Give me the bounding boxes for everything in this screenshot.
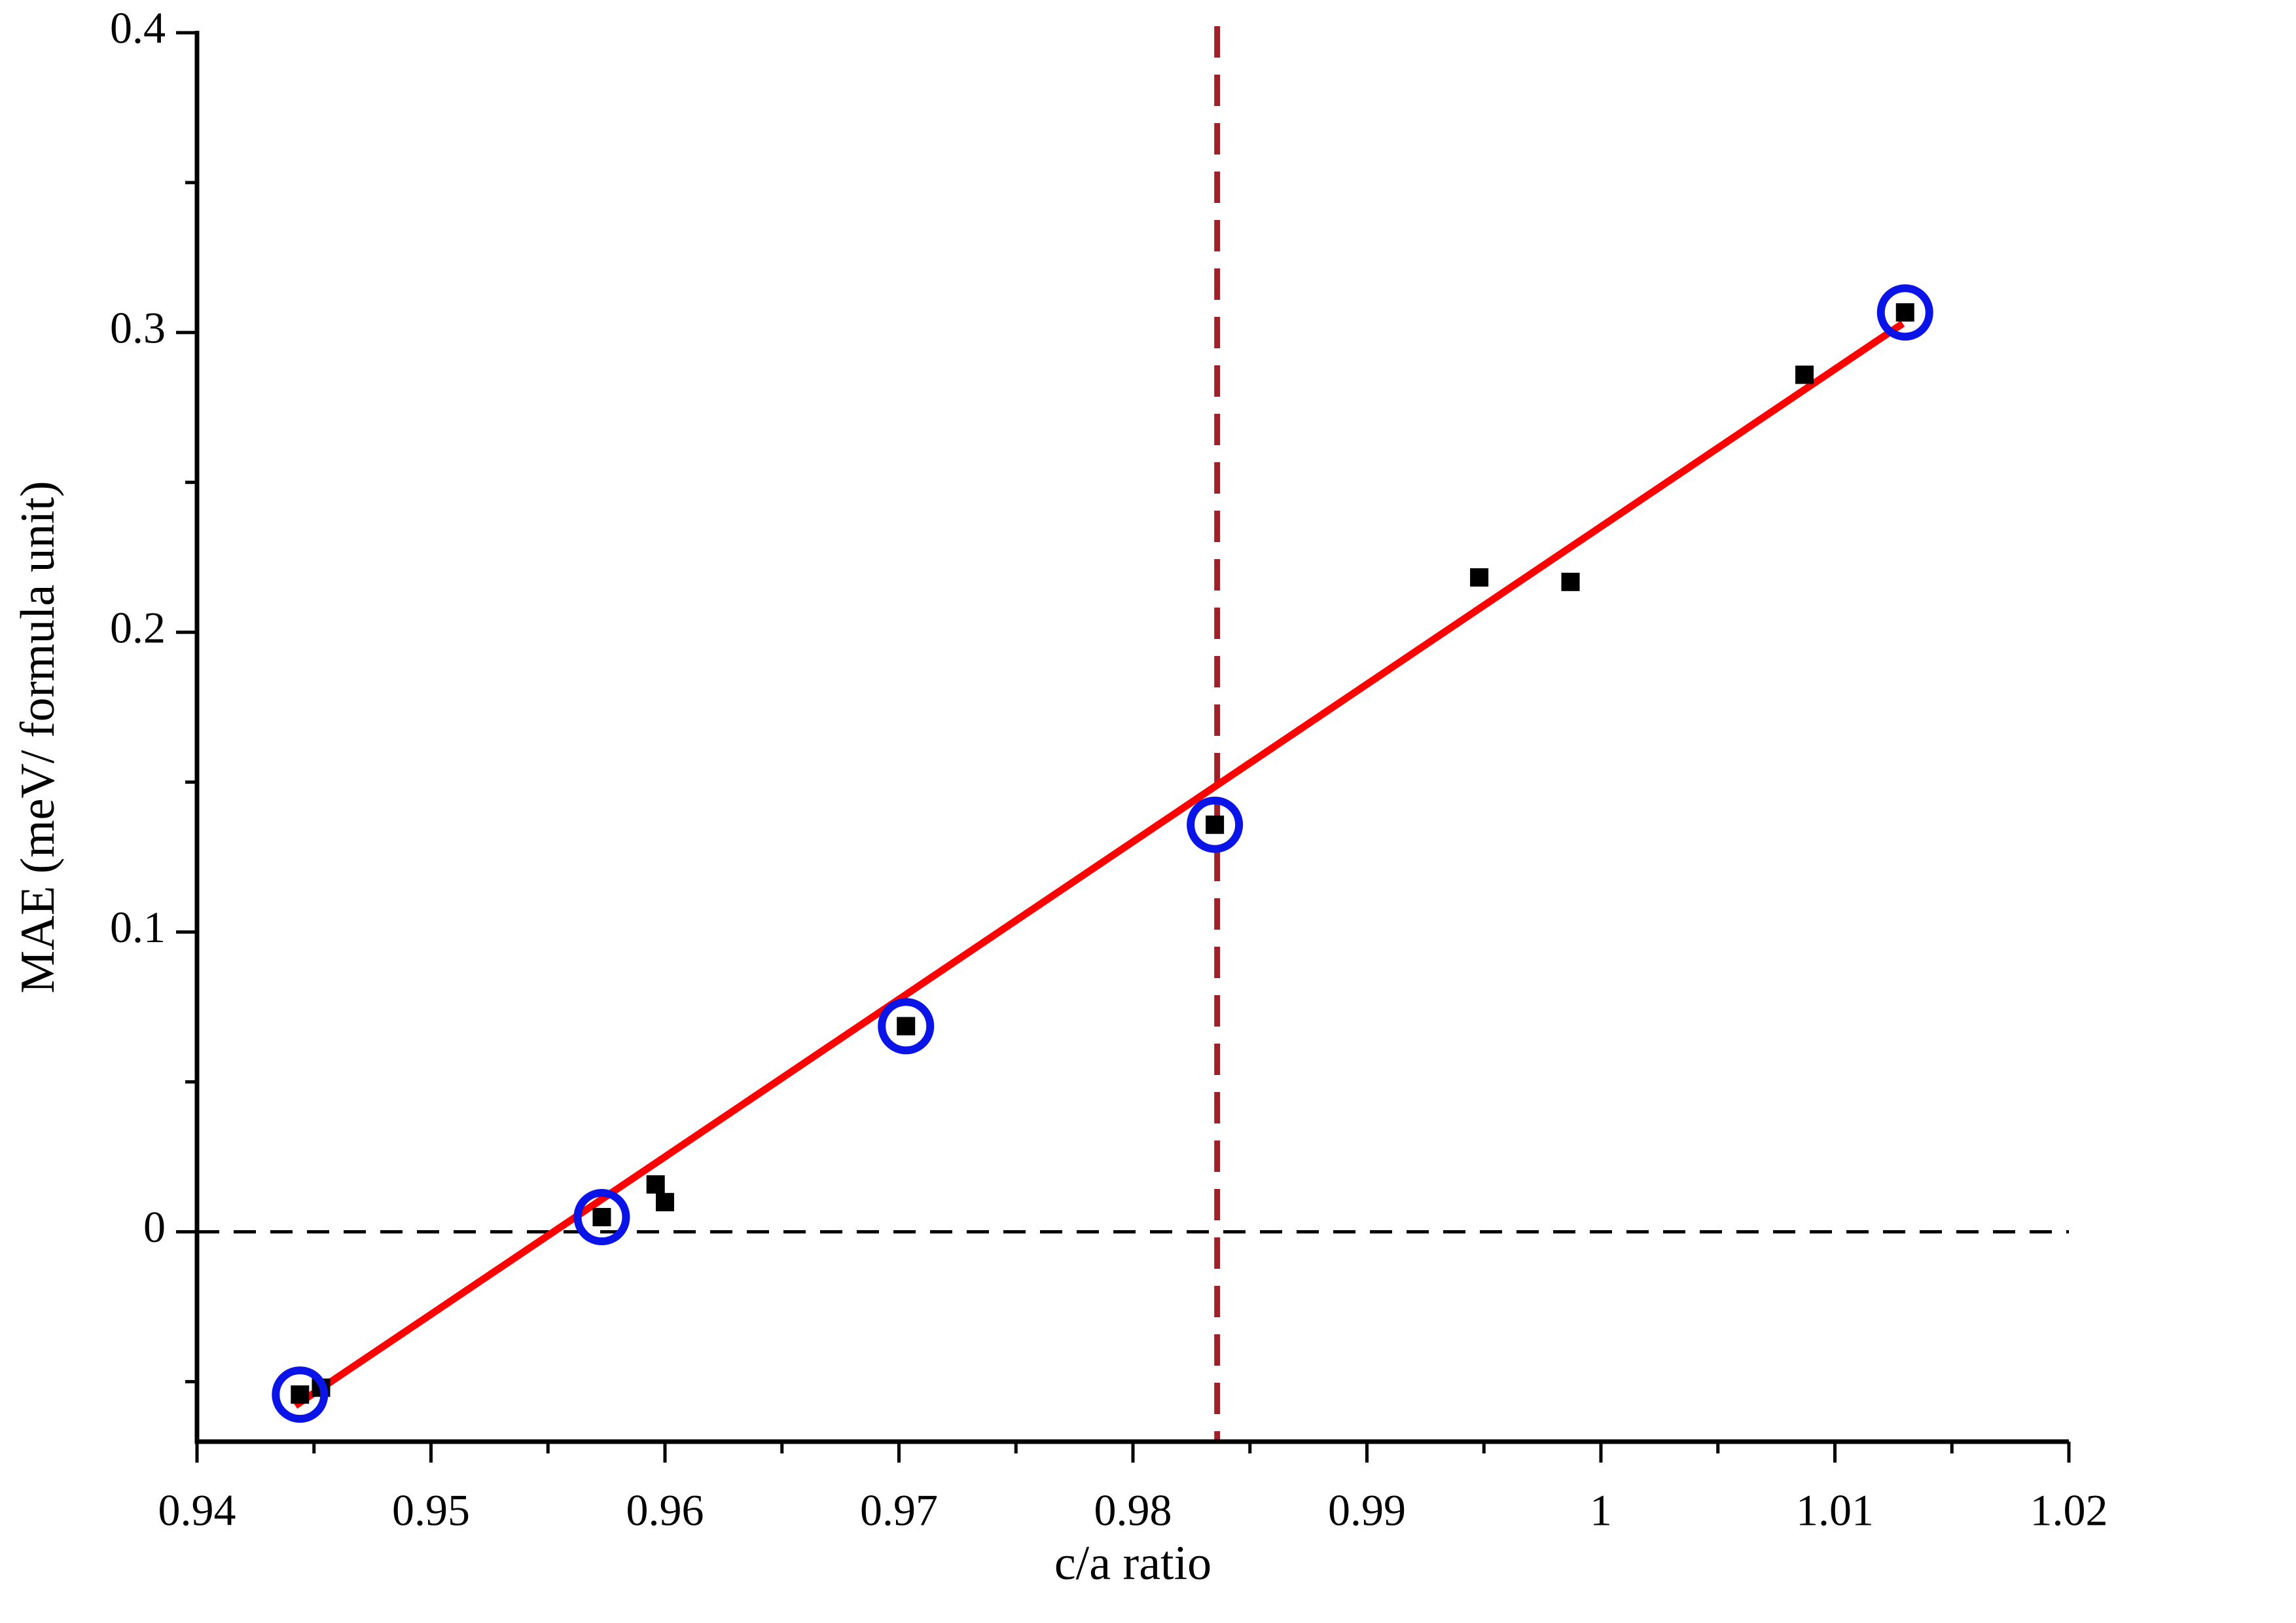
x-tick-label: 0.98 — [1094, 1486, 1172, 1535]
highlight-marker — [1187, 796, 1244, 853]
x-tick-label: 0.95 — [392, 1486, 470, 1535]
data-point — [646, 1175, 665, 1194]
data-point — [897, 1017, 916, 1036]
x-tick-label: 0.94 — [158, 1486, 236, 1535]
y-tick-label: 0.3 — [110, 302, 166, 352]
data-point — [1470, 568, 1489, 587]
x-tick-label: 0.99 — [1328, 1486, 1406, 1535]
y-tick-label: 0.1 — [110, 902, 166, 952]
x-tick-label: 1.02 — [2030, 1486, 2108, 1535]
fit-line — [293, 320, 1905, 1409]
highlight-marker — [878, 998, 935, 1055]
x-tick-label: 1.01 — [1796, 1486, 1874, 1535]
x-tick-label: 0.96 — [626, 1486, 704, 1535]
x-tick-label: 1 — [1590, 1486, 1612, 1535]
y-tick-label: 0.4 — [110, 3, 166, 53]
data-point — [1561, 572, 1580, 591]
data-point — [656, 1193, 674, 1212]
data-point — [1795, 365, 1814, 384]
y-tick-label: 0.2 — [110, 602, 166, 652]
data-point — [1206, 815, 1225, 834]
highlight-marker — [272, 1366, 329, 1423]
x-tick-label: 0.97 — [860, 1486, 938, 1535]
highlight-marker — [1876, 284, 1933, 341]
y-tick-label: 0 — [143, 1202, 166, 1252]
data-point — [592, 1208, 611, 1227]
highlight-marker — [573, 1189, 630, 1246]
data-point — [291, 1385, 310, 1404]
x-axis-label: c/a ratio — [1054, 1537, 1211, 1590]
data-point — [1895, 303, 1914, 322]
y-axis-label: MAE (meV/ formula unit) — [11, 481, 65, 994]
